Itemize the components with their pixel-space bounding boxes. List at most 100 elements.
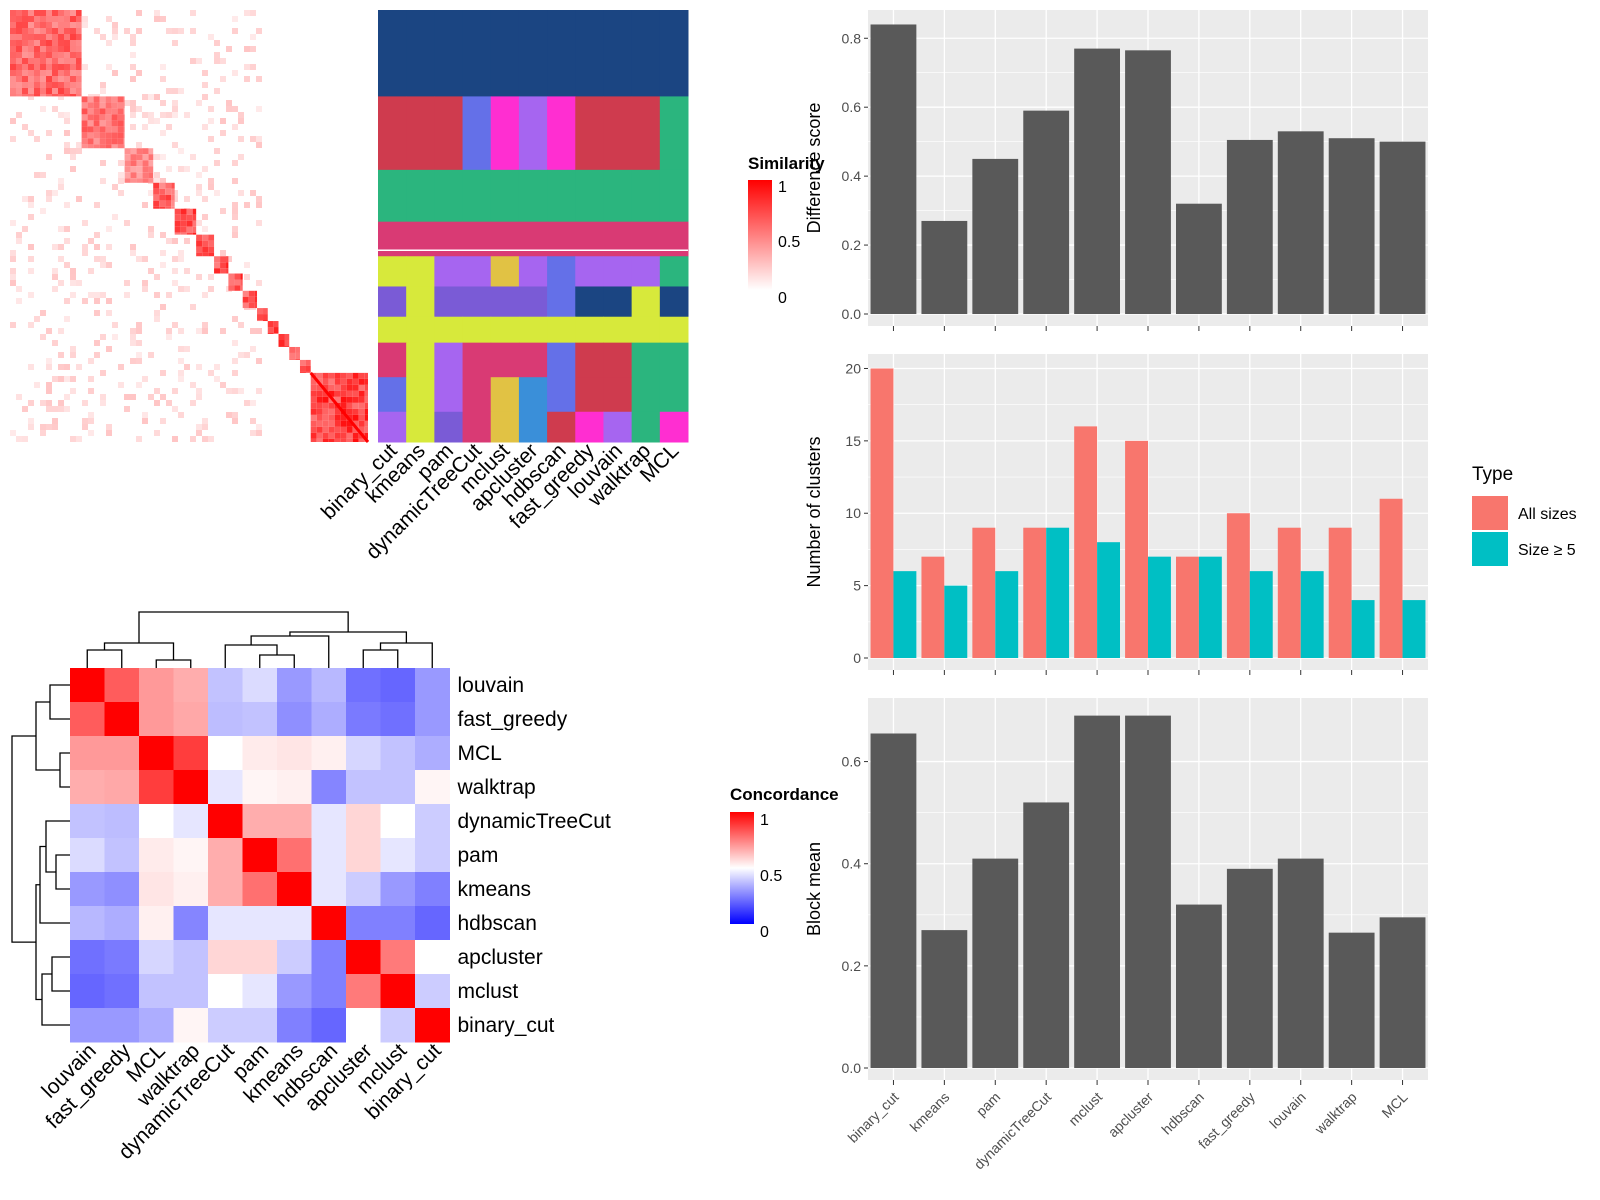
similarity-cell (52, 76, 58, 82)
similarity-speckle (154, 172, 160, 178)
similarity-speckle (166, 124, 172, 130)
similarity-cell (328, 372, 335, 379)
similarity-cell (58, 76, 64, 82)
similarity-speckle (208, 370, 214, 376)
similarity-speckle (202, 70, 208, 76)
similarity-cell (10, 94, 16, 97)
similarity-cell (267, 333, 274, 334)
similarity-cell (22, 28, 28, 34)
similarity-speckle (58, 400, 64, 406)
y-axis-title: Difference score (804, 103, 824, 234)
similarity-cell (295, 352, 300, 359)
similarity-speckle (148, 352, 154, 358)
similarity-speckle (82, 16, 88, 22)
similarity-speckle (70, 388, 76, 394)
similarity-cell (70, 76, 76, 82)
similarity-cell (278, 334, 285, 340)
similarity-cell (165, 194, 172, 201)
similarity-speckle (16, 286, 22, 292)
similarity-speckle (232, 160, 238, 166)
similarity-cell (16, 76, 22, 82)
assignment-cell (547, 10, 576, 97)
similarity-speckle (226, 388, 232, 394)
similarity-speckle (220, 382, 226, 388)
similarity-speckle (232, 214, 238, 220)
similarity-cell (334, 378, 341, 385)
assignment-cell (490, 377, 520, 413)
concordance-cell (380, 1008, 416, 1043)
similarity-speckle (58, 226, 64, 232)
similarity-cell (136, 160, 143, 167)
y-tick-label: 0 (853, 650, 861, 666)
similarity-cell (76, 34, 82, 40)
similarity-cell (328, 426, 335, 433)
similarity-speckle (142, 112, 148, 118)
concordance-cell (311, 736, 347, 771)
similarity-cell (76, 64, 82, 70)
similarity-cell (105, 138, 112, 145)
assignment-cell (603, 96, 633, 171)
similarity-cell (93, 120, 100, 127)
similarity-speckle (178, 328, 184, 334)
similarity-cell (64, 58, 70, 64)
similarity-speckle (70, 376, 76, 382)
bar-hdbscan-1 (1198, 556, 1222, 658)
similarity-cell (16, 52, 22, 58)
similarity-speckle (64, 142, 70, 148)
similarity-cell (64, 28, 70, 34)
concordance-cell (415, 872, 450, 907)
concordance-cell (346, 906, 381, 941)
similarity-cell (196, 246, 203, 253)
similarity-cell (111, 108, 118, 115)
similarity-speckle (232, 388, 238, 394)
assignment-cell (462, 286, 492, 318)
similarity-speckle (100, 178, 106, 184)
similarity-cell (186, 208, 193, 215)
concordance-cell (277, 702, 312, 737)
similarity-cell (334, 408, 341, 415)
similarity-cell (64, 46, 70, 52)
similarity-speckle (160, 232, 166, 238)
similarity-speckle (100, 256, 106, 262)
similarity-speckle (130, 40, 136, 46)
type-legend-label-size5: Size ≥ 5 (1518, 542, 1576, 559)
similarity-speckle (58, 328, 64, 334)
similarity-cell (93, 114, 100, 121)
similarity-speckle (238, 352, 244, 358)
similarity-cell (16, 46, 22, 52)
similarity-cell (316, 402, 323, 409)
similarity-cell (99, 126, 106, 133)
assignment-cell (378, 342, 407, 378)
similarity-speckle (214, 88, 220, 94)
bar-louvain (1277, 131, 1324, 314)
similarity-speckle (172, 100, 178, 106)
similarity-speckle (100, 34, 106, 40)
concordance-cell (277, 804, 312, 839)
assignment-cell (406, 316, 435, 344)
similarity-cell (174, 220, 181, 227)
similarity-speckle (40, 400, 46, 406)
similarity-speckle (160, 394, 166, 400)
similarity-cell (58, 64, 64, 70)
concordance-cell (173, 872, 209, 907)
similarity-speckle (232, 358, 238, 364)
similarity-cell (93, 126, 100, 133)
similarity-cell (10, 88, 16, 94)
similarity-cell (310, 402, 317, 409)
similarity-cell (117, 102, 124, 109)
similarity-speckle (154, 178, 160, 184)
concordance-cell (380, 770, 416, 805)
similarity-speckle (64, 226, 70, 232)
similarity-cell (208, 234, 215, 241)
similarity-speckle (172, 190, 178, 196)
assignment-cell (603, 221, 633, 257)
similarity-speckle (124, 100, 130, 106)
similarity-cell (171, 182, 175, 189)
similarity-cell (10, 58, 16, 64)
similarity-cell (228, 273, 235, 280)
assignment-cell (547, 256, 576, 287)
similarity-speckle (94, 202, 100, 208)
similarity-speckle (136, 382, 142, 388)
similarity-speckle (136, 328, 142, 334)
bar-MCL (1379, 917, 1426, 1068)
